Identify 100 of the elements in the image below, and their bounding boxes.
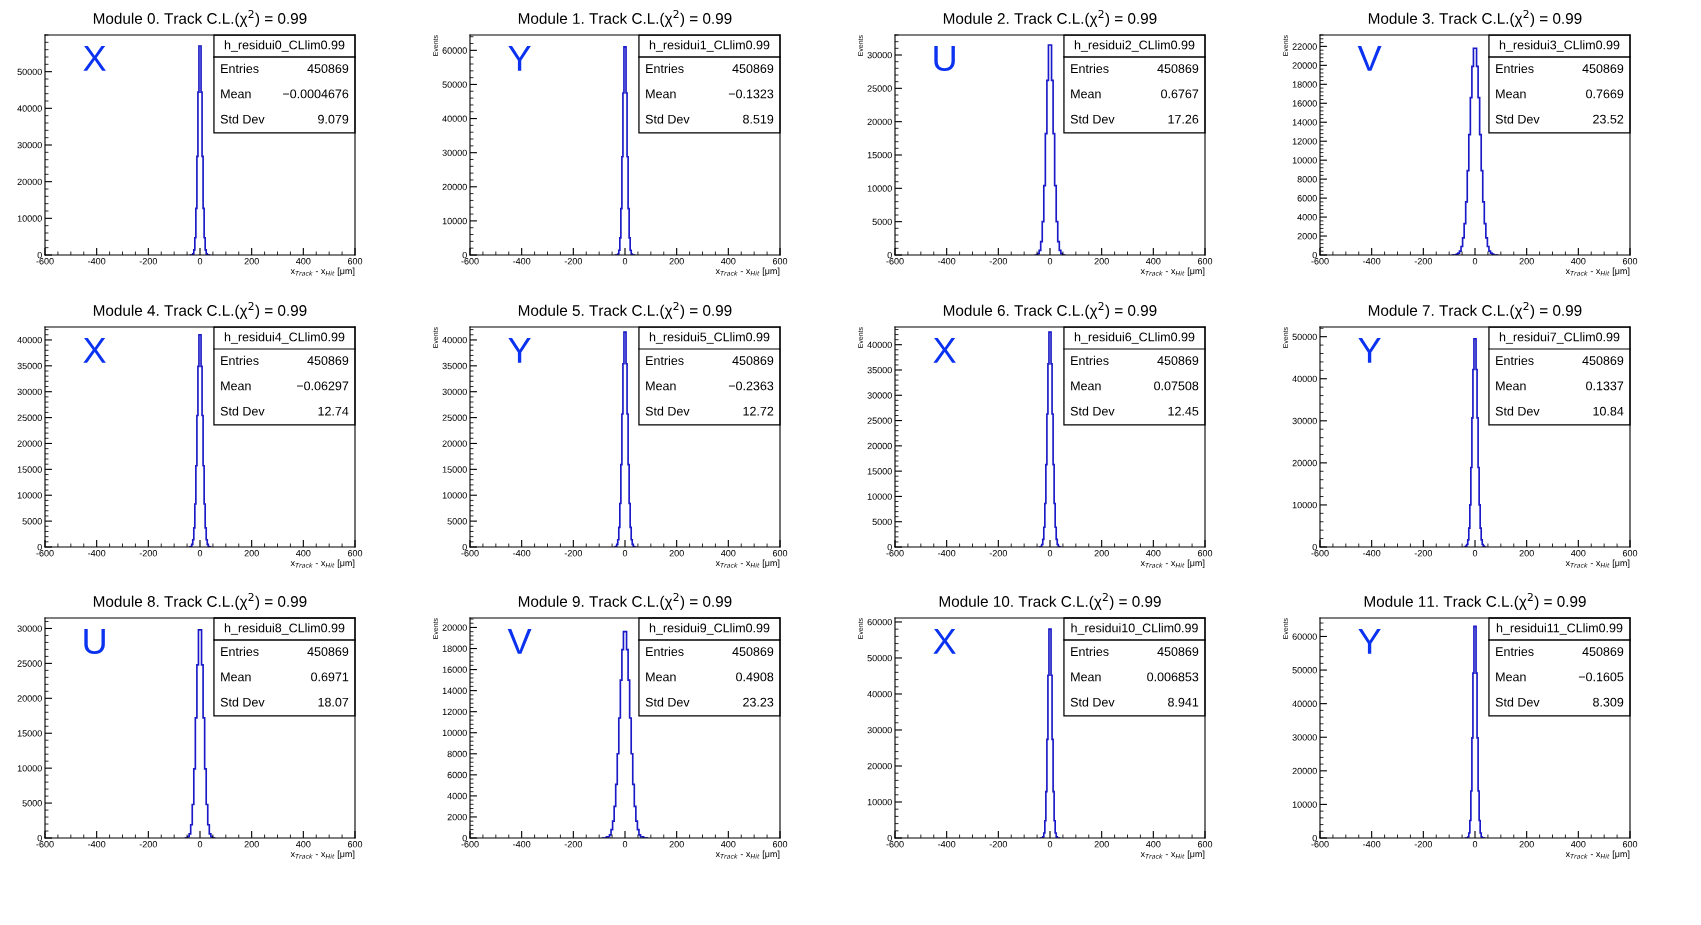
y-tick-label: 15000 bbox=[17, 466, 42, 473]
annotation: 0.6767 bbox=[1161, 89, 1199, 99]
annotation: U bbox=[84, 628, 105, 655]
y-tick-label: 0 bbox=[462, 251, 467, 259]
annotation: X bbox=[933, 628, 956, 654]
annotation: Mean bbox=[221, 381, 251, 391]
y-tick-label: 40000 bbox=[1292, 375, 1317, 383]
y-tick-label: 12000 bbox=[442, 708, 467, 716]
annotation: Std Dev bbox=[645, 697, 690, 707]
y-tick-label: 25000 bbox=[17, 660, 42, 667]
y-tick-label: 4000 bbox=[1297, 214, 1317, 221]
x-tick-label: -600 bbox=[886, 550, 904, 557]
annotation: h_residui10_CLlim0.99 bbox=[1071, 623, 1198, 635]
x-tick-label: 600 bbox=[1197, 258, 1213, 265]
x-tick-label: 600 bbox=[347, 258, 363, 265]
y-tick-label: 10000 bbox=[867, 185, 892, 192]
y-tick-label: 0 bbox=[887, 834, 892, 842]
x-tick-label: 200 bbox=[1094, 841, 1109, 848]
x-tick-label: 600 bbox=[772, 550, 788, 557]
x-tick-label: -600 bbox=[36, 258, 54, 265]
x-tick-label: 600 bbox=[1197, 841, 1213, 848]
annotation: Std Dev bbox=[220, 697, 265, 707]
x-tick-label: 0 bbox=[197, 550, 203, 557]
y-tick-label: 18000 bbox=[442, 645, 467, 652]
y-tick-label: 10000 bbox=[17, 492, 42, 499]
annotation: Mean bbox=[1071, 89, 1101, 99]
x-tick-label: 0 bbox=[1047, 841, 1053, 848]
x-tick-label: -400 bbox=[513, 550, 531, 557]
y-tick-label: 10000 bbox=[867, 493, 892, 500]
y-tick-label: 5000 bbox=[447, 518, 467, 525]
x-tick-label: 0 bbox=[622, 258, 628, 265]
x-tick-label: -600 bbox=[461, 550, 479, 557]
y-tick-label: 25000 bbox=[17, 414, 42, 421]
annotation: h_residui5_CLlim0.99 bbox=[649, 332, 770, 344]
y-tick-label: 0 bbox=[462, 834, 467, 842]
x-tick-label: 200 bbox=[669, 258, 684, 265]
x-axis-title: x$_{Track}$ - x$_{Hit}$ [μm] bbox=[1140, 267, 1205, 276]
x-tick-label: -200 bbox=[139, 258, 158, 265]
y-tick-label: 22000 bbox=[1292, 43, 1317, 50]
x-tick-label: 600 bbox=[347, 550, 363, 557]
annotation: Mean bbox=[646, 381, 676, 391]
y-tick-label: 16000 bbox=[442, 666, 467, 673]
x-axis-title: x$_{Track}$ - x$_{Hit}$ [μm] bbox=[1565, 267, 1630, 276]
x-tick-label: -400 bbox=[513, 841, 531, 848]
x-tick-label: 200 bbox=[244, 550, 259, 557]
y-tick-label: 35000 bbox=[867, 366, 892, 374]
y-tick-label: 14000 bbox=[442, 687, 467, 694]
annotation: 10.84 bbox=[1593, 406, 1624, 416]
x-tick-label: -200 bbox=[564, 258, 583, 265]
y-tick-label: 20000 bbox=[1292, 62, 1317, 69]
y-tick-label: 5000 bbox=[22, 518, 42, 525]
y-tick-label: 60000 bbox=[1292, 633, 1317, 640]
y-tick-label: 50000 bbox=[17, 68, 42, 76]
annotation: Mean bbox=[1496, 672, 1526, 682]
y-tick-label: 10000 bbox=[17, 215, 42, 222]
x-tick-label: 200 bbox=[244, 841, 259, 848]
y-tick-label: 8000 bbox=[447, 750, 467, 758]
annotation: Mean bbox=[1496, 89, 1526, 99]
y-tick-label: 10000 bbox=[442, 492, 467, 499]
annotation: 8.519 bbox=[743, 114, 774, 124]
x-tick-label: -200 bbox=[989, 258, 1008, 265]
annotation: 450869 bbox=[1157, 647, 1199, 657]
y-tick-label: 50000 bbox=[1292, 667, 1317, 674]
x-tick-label: 200 bbox=[669, 550, 684, 557]
annotation: Entries bbox=[1071, 63, 1109, 74]
y-tick-label: 30000 bbox=[867, 726, 892, 734]
annotation: 23.23 bbox=[743, 697, 774, 707]
annotation: h_residui0_CLlim0.99 bbox=[224, 40, 345, 52]
y-tick-label: 20000 bbox=[17, 178, 42, 186]
y-tick-label: 20000 bbox=[17, 695, 42, 702]
annotation: 0.006853 bbox=[1147, 672, 1199, 682]
y-tick-label: 0 bbox=[37, 834, 42, 842]
annotation: Std Dev bbox=[645, 114, 690, 124]
x-tick-label: 0 bbox=[622, 841, 628, 848]
chart-title: Module 2. Track C.L.(χ$^{2}$) = 0.99 bbox=[943, 9, 1157, 27]
annotation: X bbox=[83, 337, 106, 363]
x-tick-label: 600 bbox=[347, 841, 363, 848]
y-tick-label: 2000 bbox=[1297, 233, 1317, 240]
annotation: h_residui2_CLlim0.99 bbox=[1074, 40, 1195, 52]
y-tick-label: 0 bbox=[1312, 834, 1317, 842]
y-tick-label: 12000 bbox=[1292, 138, 1317, 145]
annotation: h_residui9_CLlim0.99 bbox=[649, 623, 770, 635]
annotation: Std Dev bbox=[645, 406, 690, 416]
x-tick-label: -400 bbox=[1363, 258, 1381, 265]
y-tick-label: 40000 bbox=[17, 105, 42, 112]
y-tick-label: 0 bbox=[1312, 251, 1317, 259]
annotation: 0.1337 bbox=[1586, 381, 1624, 391]
x-tick-label: -200 bbox=[1414, 258, 1433, 265]
x-tick-label: 600 bbox=[1622, 258, 1638, 265]
x-axis-title: x$_{Track}$ - x$_{Hit}$ [μm] bbox=[290, 559, 355, 568]
annotation: h_residui11_CLlim0.99 bbox=[1496, 623, 1623, 635]
y-tick-label: 30000 bbox=[17, 141, 42, 149]
y-tick-label: 10000 bbox=[442, 217, 467, 225]
x-tick-label: -600 bbox=[886, 258, 904, 265]
annotation: 450869 bbox=[1582, 356, 1624, 366]
annotation: Std Dev bbox=[1070, 114, 1115, 124]
y-tick-label: 60000 bbox=[867, 618, 892, 626]
annotation: Y bbox=[508, 45, 531, 71]
x-tick-label: -400 bbox=[938, 841, 956, 848]
annotation: 450869 bbox=[732, 64, 774, 74]
